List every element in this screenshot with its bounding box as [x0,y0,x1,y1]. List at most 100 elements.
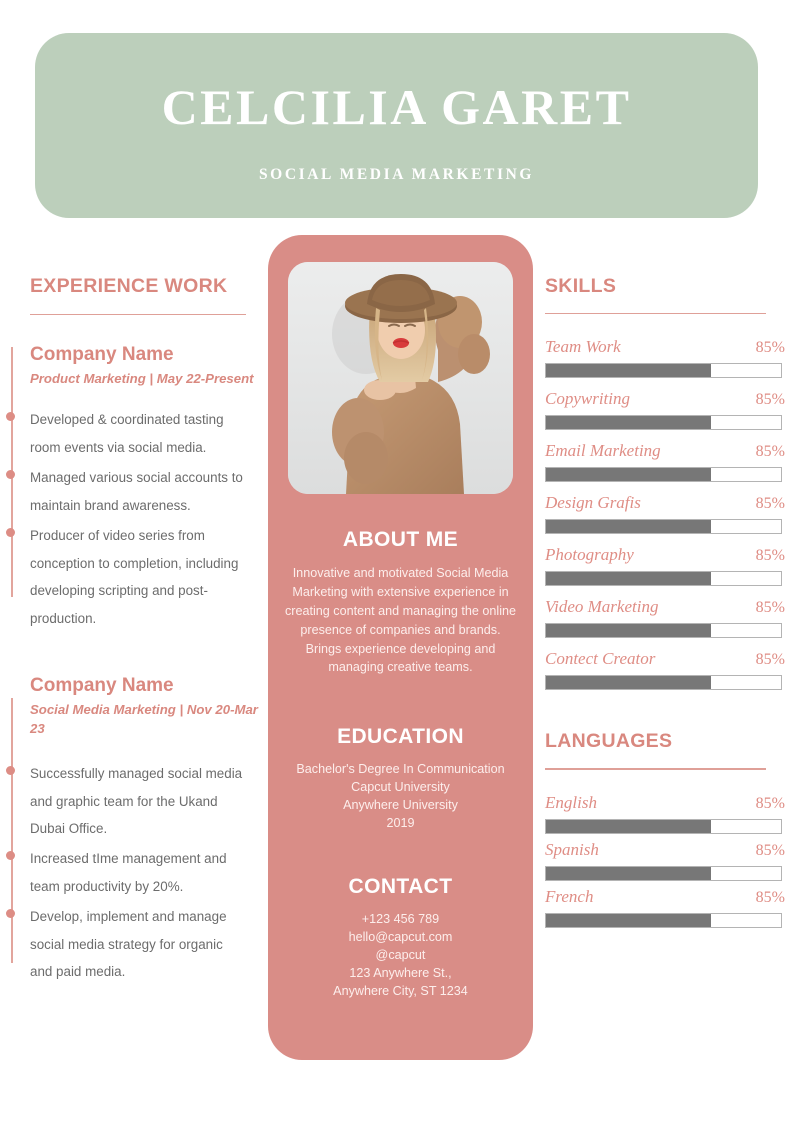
experience-entry: Company Name Social Media Marketing | No… [0,674,258,986]
skill-progress-fill [546,416,711,430]
section-divider [545,313,766,315]
skill-label: Design Grafis [545,493,641,513]
skill-header: Photography 85% [545,545,785,565]
skill-percent: 85% [755,841,785,859]
timeline-line [11,698,13,964]
languages-section: LANGUAGES English 85% Spanish 85% French 85% [545,730,785,928]
education-line: Anywhere University [343,797,458,812]
contact-email[interactable]: hello@capcut.com [348,929,453,944]
skill-row: Video Marketing 85% [545,597,785,639]
skill-row: Design Grafis 85% [545,493,785,535]
experience-section-title: EXPERIENCE WORK [30,275,228,297]
about-text: Innovative and motivated Social Media Ma… [284,566,517,675]
bullet-dot-icon [5,528,15,538]
skill-header: Spanish 85% [545,840,785,860]
skill-header: Team Work 85% [545,337,785,357]
about-title: ABOUT ME [342,528,459,551]
education-line: 2019 [386,815,415,830]
section-divider [30,314,246,316]
skill-header: Contect Creator 85% [545,649,785,669]
list-item: Developed & coordinated tasting room eve… [5,406,258,461]
bullet-dot-icon [5,851,15,861]
education-line: Bachelor's Degree In Communication [296,762,505,776]
skill-progress-fill [546,468,711,482]
skill-header: Copywriting 85% [545,389,785,409]
language-row: Spanish 85% [545,840,785,881]
bullet-text: Develop, implement and manage social med… [30,909,227,980]
education-section: EDUCATION Bachelor's Degree In Communica… [268,725,533,833]
skill-progress-bar [545,363,782,379]
skill-label: Spanish [545,839,599,859]
contact-handle[interactable]: @capcut [375,947,426,962]
skills-list: Team Work 85% Copywriting 85% Email Marketin… [545,337,785,691]
skill-row: Contect Creator 85% [545,649,785,691]
skill-percent: 85% [755,888,785,906]
company-name: Company Name [30,675,174,697]
skill-header: French 85% [545,887,785,907]
profile-card: ABOUT ME Innovative and motivated Social… [268,235,533,1060]
languages-section-title: LANGUAGES [545,730,673,753]
skill-progress-fill [546,819,711,833]
contact-address-line-2: Anywhere City, ST 1234 [333,983,468,998]
skill-progress-bar [545,467,782,483]
skill-percent: 85% [755,599,785,617]
skill-label: Email Marketing [545,441,661,461]
header-banner: CELCILIA GARET SOCIAL MEDIA MARKETING [35,33,758,218]
bullet-dot-icon [5,412,15,422]
contact-section: CONTACT +123 456 789 hello@capcut.com @c… [268,875,533,1000]
header-subtitle: SOCIAL MEDIA MARKETING [258,165,535,183]
avatar [288,262,513,494]
bullet-dot-icon [5,470,15,480]
skill-label: Contect Creator [545,649,656,669]
skill-progress-fill [546,572,711,586]
skill-progress-bar [545,912,782,928]
skill-row: Email Marketing 85% [545,441,785,483]
languages-list: English 85% Spanish 85% French 85% [545,793,785,928]
contact-address-line-1: 123 Anywhere St., [349,965,452,980]
skill-row: Photography 85% [545,545,785,587]
education-title: EDUCATION [337,725,464,748]
portrait-photo-icon [288,262,513,494]
skill-label: Team Work [545,337,621,357]
skill-label: Video Marketing [545,597,659,617]
skill-percent: 85% [755,339,785,357]
bullet-dot-icon [5,766,15,776]
skill-percent: 85% [755,391,785,409]
skill-progress-fill [546,520,711,534]
language-row: English 85% [545,793,785,834]
skills-column: SKILLS Team Work 85% Copywriting 85% Email M… [545,275,785,934]
skill-label: Copywriting [545,389,631,409]
contact-phone[interactable]: +123 456 789 [361,912,440,926]
language-row: French 85% [545,887,785,928]
skill-header: English 85% [545,793,785,813]
bullet-text: Producer of video series from conception… [30,528,239,626]
list-item: Successfully managed social media and gr… [5,760,258,842]
skill-progress-bar [545,818,782,834]
skill-row: Copywriting 85% [545,389,785,431]
skill-header: Design Grafis 85% [545,493,785,513]
list-item: Managed various social accounts to maint… [5,464,258,519]
skill-progress-fill [546,364,711,378]
skill-header: Video Marketing 85% [545,597,785,617]
skill-label: Photography [545,545,634,565]
company-name: Company Name [30,344,174,366]
skill-progress-fill [546,913,711,927]
skill-percent: 85% [755,495,785,513]
about-section: ABOUT ME Innovative and motivated Social… [268,528,533,677]
section-divider [545,768,766,770]
job-meta: Social Media Marketing | Nov 20-Mar 23 [30,701,258,736]
skill-label: English [545,792,597,812]
skill-progress-fill [546,866,711,880]
bullet-list: Successfully managed social media and gr… [5,760,258,986]
list-item: Increased tIme management and team produ… [5,845,258,900]
experience-entry: Company Name Product Marketing | May 22-… [0,343,258,632]
bullet-list: Developed & coordinated tasting room eve… [5,406,258,632]
experience-column: EXPERIENCE WORK Company Name Product Mar… [0,275,258,989]
skill-progress-fill [546,624,711,638]
skills-section-title: SKILLS [545,275,617,297]
skill-progress-bar [545,675,782,691]
list-item: Develop, implement and manage social med… [5,903,258,985]
bullet-text: Managed various social accounts to maint… [30,470,243,513]
skill-percent: 85% [755,651,785,669]
skill-progress-bar [545,865,782,881]
